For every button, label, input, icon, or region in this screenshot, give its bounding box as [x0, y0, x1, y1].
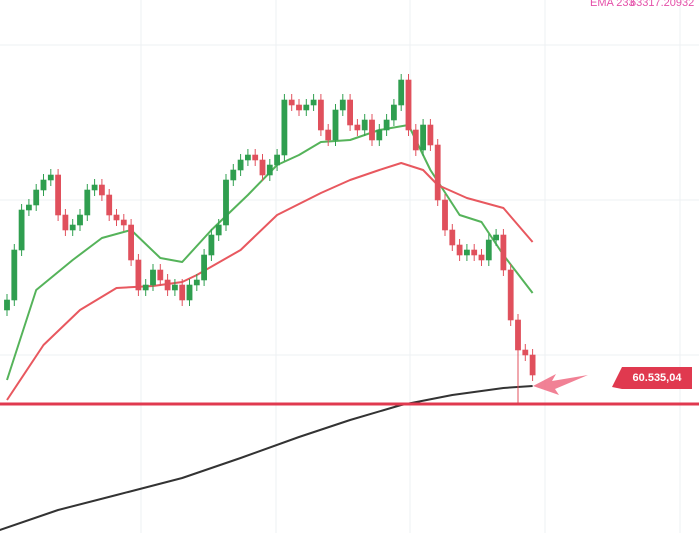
- candle-body: [485, 239, 492, 261]
- candle-body: [427, 124, 434, 146]
- candle-body: [500, 234, 507, 271]
- candle-body: [230, 169, 237, 181]
- candle-body: [266, 164, 273, 176]
- candle-body: [354, 124, 361, 131]
- candle-body: [179, 284, 186, 301]
- candle-body: [449, 229, 456, 246]
- candle-body: [4, 299, 10, 311]
- candle-body: [201, 254, 207, 281]
- candle-body: [339, 99, 346, 111]
- price-label-box: [612, 367, 692, 389]
- candle-body: [412, 129, 419, 151]
- candle-body: [11, 249, 18, 301]
- candle-body: [55, 174, 61, 216]
- candle-body: [347, 99, 353, 126]
- candle-body: [259, 159, 266, 176]
- candle-body: [529, 354, 536, 376]
- candle-body: [434, 144, 441, 201]
- candle-body: [522, 349, 529, 356]
- candle-body: [237, 159, 244, 171]
- candle-body: [40, 179, 47, 191]
- candle-body: [142, 284, 149, 291]
- candle-body: [62, 214, 69, 231]
- candle-body: [25, 204, 32, 211]
- candle-body: [245, 154, 251, 161]
- candle-body: [303, 104, 310, 111]
- candle-body: [106, 194, 113, 216]
- candle-body: [288, 99, 295, 106]
- candle-body: [361, 119, 368, 131]
- ema-line: [0, 385, 533, 531]
- candle-body: [223, 179, 229, 226]
- candle-body: [493, 234, 499, 241]
- price-label: 60.535,04: [633, 372, 683, 384]
- candle-body: [456, 244, 463, 256]
- candle-body: [310, 99, 317, 106]
- candle-body: [325, 129, 332, 141]
- candle-body: [274, 154, 280, 166]
- candle-body: [463, 249, 470, 256]
- ema-line: [6, 124, 534, 381]
- plot: 60.535,04: [0, 74, 699, 531]
- candle-body: [208, 234, 215, 256]
- candle-body: [113, 214, 120, 221]
- candle-body: [77, 214, 83, 226]
- candle-body: [186, 284, 193, 301]
- candle-body: [252, 154, 259, 161]
- candle-body: [33, 189, 40, 206]
- candle-body: [99, 184, 105, 196]
- candle-body: [150, 269, 156, 286]
- candle-body: [84, 189, 91, 216]
- candle-body: [442, 199, 448, 231]
- candle-body: [369, 119, 375, 141]
- candle-body: [69, 224, 76, 231]
- candle-body: [296, 104, 302, 111]
- candle-body: [120, 219, 127, 226]
- indicator-label: EMA 233: [590, 0, 635, 9]
- candle-body: [193, 279, 200, 286]
- candle-body: [390, 104, 397, 121]
- candle-body: [215, 224, 222, 236]
- candle-body: [18, 209, 25, 251]
- candle-body: [376, 129, 383, 141]
- candle-body: [135, 259, 142, 291]
- candle-body: [507, 269, 514, 321]
- candle-body: [471, 249, 478, 256]
- candle-body: [383, 119, 390, 131]
- candle-body: [281, 99, 288, 156]
- candle-body: [47, 174, 54, 181]
- candle-body: [172, 284, 178, 291]
- candle-body: [478, 254, 485, 261]
- candle-body: [405, 79, 412, 131]
- candle-body: [317, 99, 324, 131]
- candle-body: [332, 109, 339, 141]
- indicator-value: 63317.20932: [630, 0, 694, 9]
- ema-line: [6, 162, 534, 401]
- arrow: [533, 374, 588, 395]
- candle-body: [128, 224, 134, 261]
- candle-body: [420, 124, 426, 151]
- candle-body: [91, 184, 98, 191]
- candle-body: [398, 79, 405, 106]
- candle-body: [157, 269, 164, 281]
- candle-body: [515, 319, 521, 351]
- candle-body: [164, 279, 171, 291]
